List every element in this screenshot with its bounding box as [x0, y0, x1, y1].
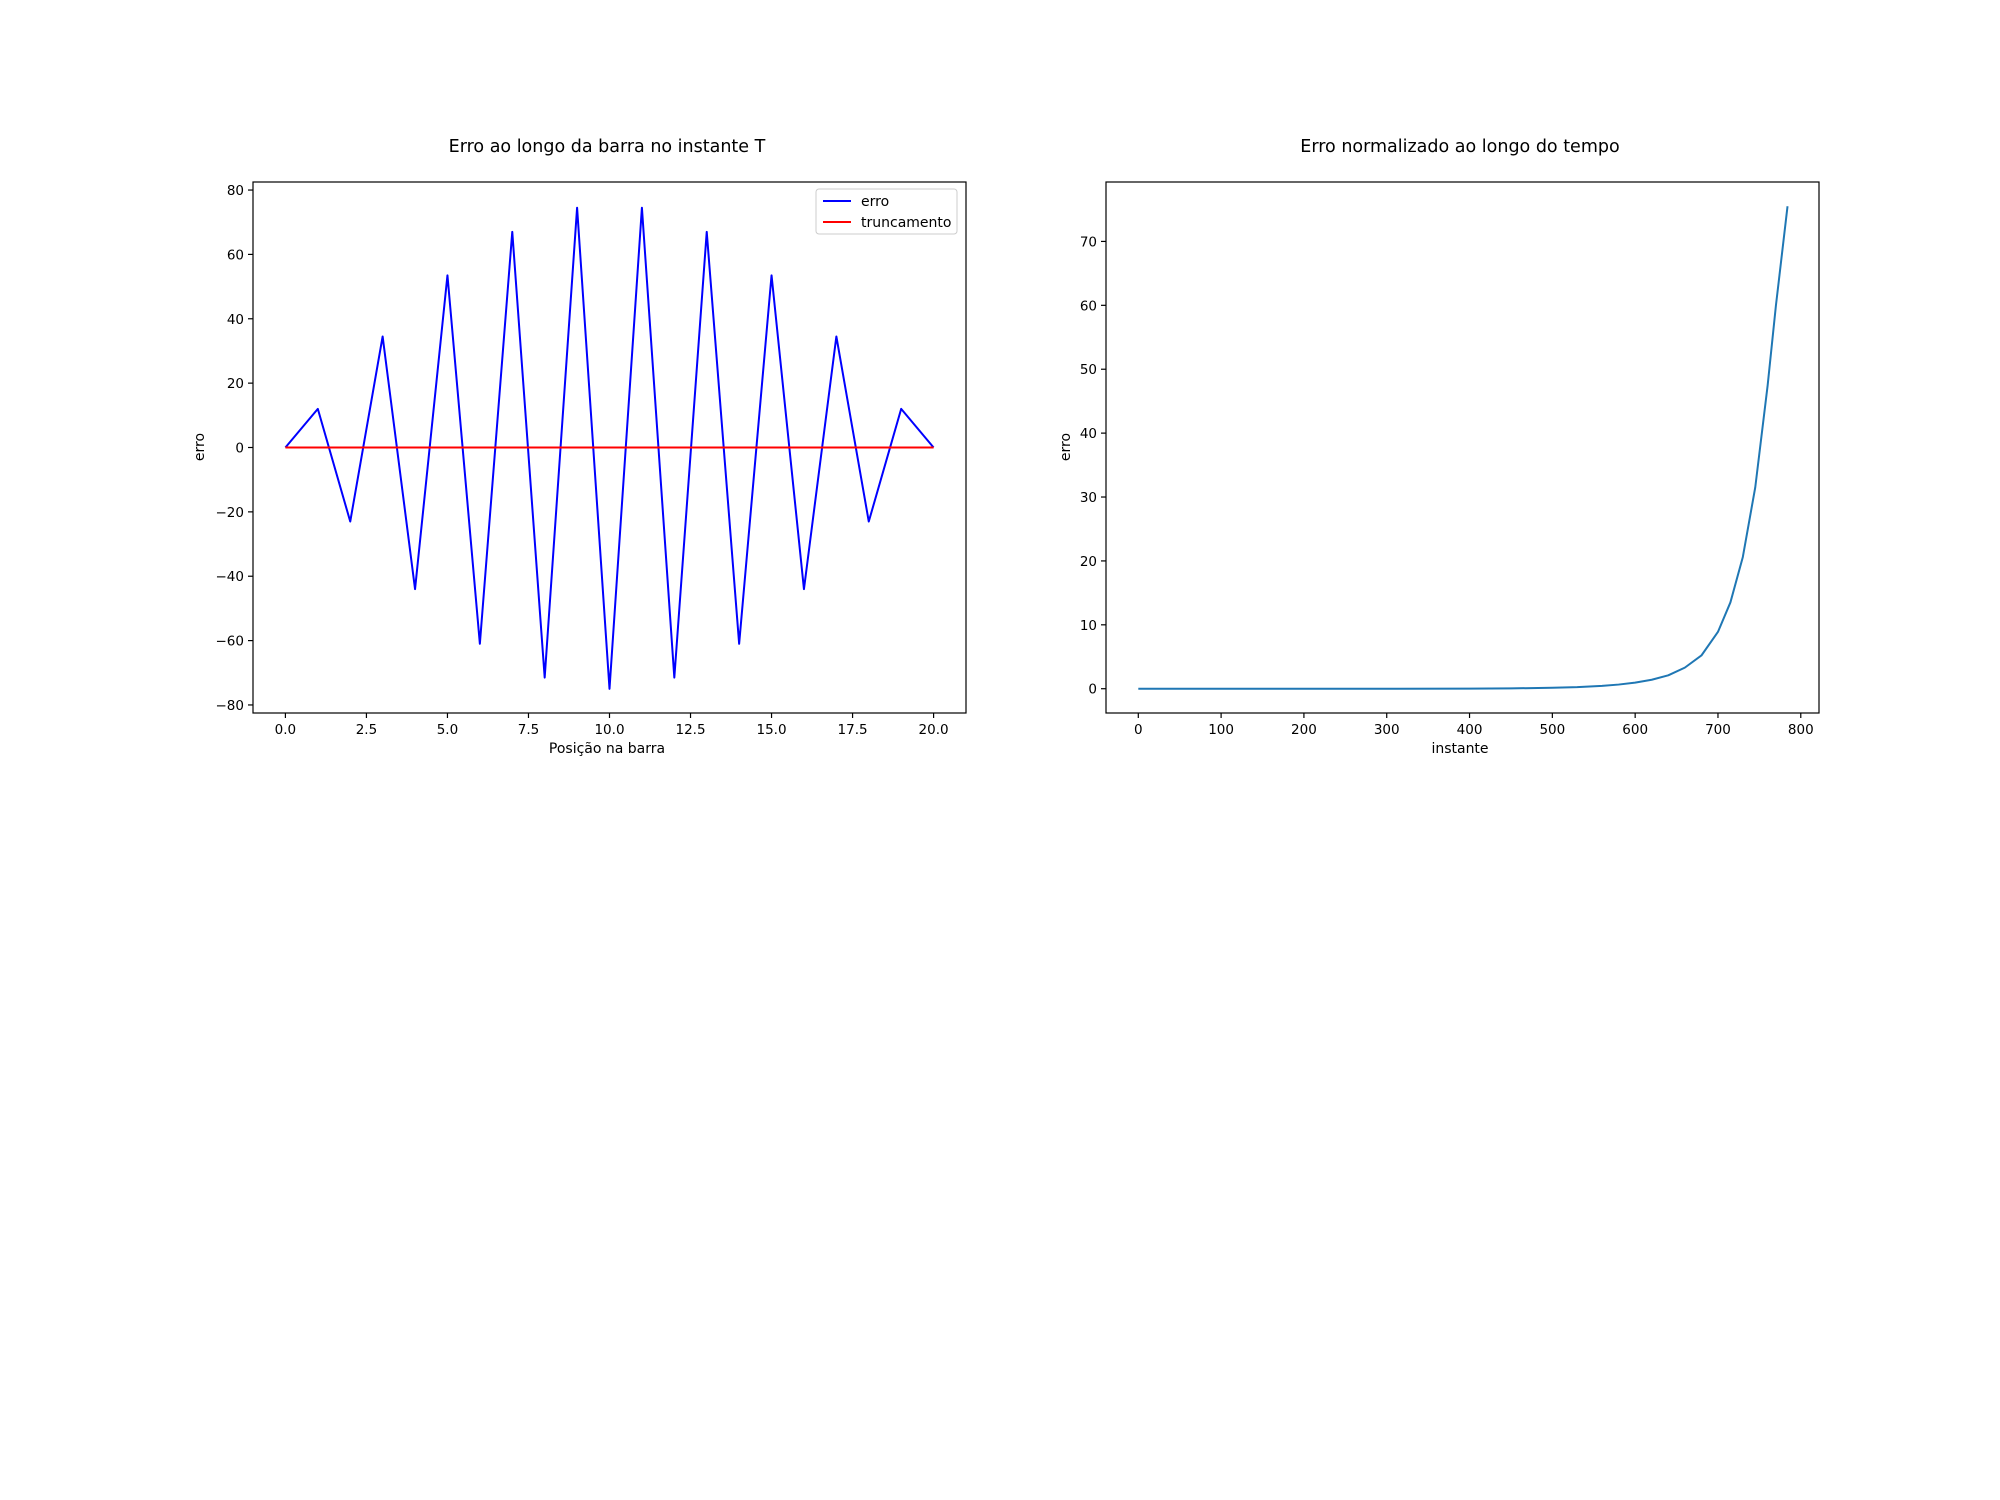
y-tick-label: 0 — [1088, 682, 1097, 698]
x-tick-label: 800 — [1788, 722, 1814, 738]
axes-frame — [1105, 181, 1820, 714]
chart-erro-barra: Erro ao longo da barra no instante T 0.0… — [192, 137, 967, 757]
x-tick-label: 700 — [1705, 722, 1731, 738]
y-tick-label: −80 — [216, 698, 245, 714]
x-tick-label: 500 — [1539, 722, 1565, 738]
chart-title: Erro normalizado ao longo do tempo — [1300, 137, 1619, 157]
x-axis-label: Posição na barra — [549, 741, 665, 757]
x-tick-label: 100 — [1208, 722, 1234, 738]
x-tick-label: 20.0 — [919, 722, 949, 738]
y-tick-label: −60 — [216, 634, 245, 650]
x-tick-label: 200 — [1291, 722, 1317, 738]
legend-label-truncamento: truncamento — [861, 215, 951, 231]
series-line-erro — [284, 206, 935, 690]
chart-title: Erro ao longo da barra no instante T — [449, 137, 766, 157]
x-tick-label: 600 — [1622, 722, 1648, 738]
y-tick-label: 40 — [1080, 426, 1097, 442]
x-tick-label: 15.0 — [757, 722, 787, 738]
plot-area: 0.0 2.5 5.0 7.5 10.0 12.5 15.0 17.5 20.0 −80 −60 −4… — [216, 181, 967, 738]
y-tick-label: 40 — [227, 312, 244, 328]
x-tick-label: 12.5 — [675, 722, 705, 738]
x-tick-label: 0.0 — [275, 722, 296, 738]
y-tick-label: 60 — [227, 247, 244, 263]
y-tick-label: 10 — [1080, 618, 1097, 634]
plot-area: 0 100 200 300 400 500 600 700 800 0 10 20 30 40 50 60 70 — [1080, 181, 1820, 738]
y-axis-label: erro — [1058, 433, 1074, 461]
x-axis-label: instante — [1431, 741, 1488, 757]
y-tick-label: −20 — [216, 505, 245, 521]
x-tick-label: 300 — [1374, 722, 1400, 738]
y-tick-label: 20 — [227, 376, 244, 392]
x-tick-label: 0 — [1134, 722, 1143, 738]
y-tick-label: 70 — [1080, 234, 1097, 250]
legend-label-erro: erro — [861, 194, 889, 210]
legend: erro truncamento — [815, 188, 958, 235]
x-tick-label: 5.0 — [437, 722, 458, 738]
chart-erro-normalizado: Erro normalizado ao longo do tempo 0 100 2… — [1058, 137, 1820, 757]
legend-frame — [815, 188, 958, 235]
y-tick-label: 20 — [1080, 554, 1097, 570]
y-tick-label: 30 — [1080, 490, 1097, 506]
x-tick-label: 7.5 — [518, 722, 539, 738]
y-tick-label: 50 — [1080, 362, 1097, 378]
x-tick-label: 400 — [1457, 722, 1483, 738]
x-tick-label: 2.5 — [356, 722, 377, 738]
x-tick-label: 17.5 — [838, 722, 868, 738]
series-line-series-0 — [1138, 206, 1789, 690]
y-tick-label: 0 — [235, 441, 244, 457]
y-axis-label: erro — [192, 433, 208, 461]
y-tick-label: 60 — [1080, 298, 1097, 314]
y-tick-label: −40 — [216, 569, 245, 585]
y-tick-label: 80 — [227, 183, 244, 199]
x-tick-label: 10.0 — [594, 722, 624, 738]
